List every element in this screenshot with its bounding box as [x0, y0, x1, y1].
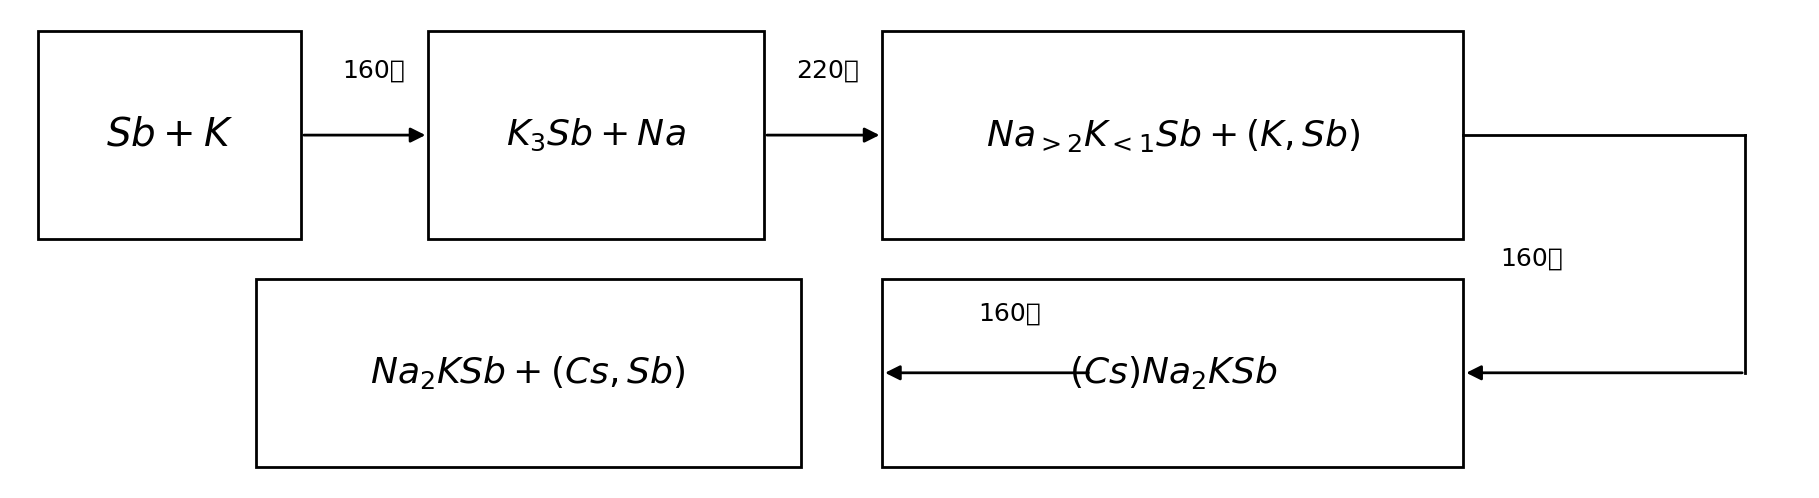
Text: $K_3Sb+Na$: $K_3Sb+Na$ — [506, 117, 686, 153]
Text: 160度: 160度 — [342, 59, 406, 83]
Text: 160度: 160度 — [1501, 247, 1563, 271]
Bar — [256, 279, 800, 467]
Bar — [882, 279, 1464, 467]
Bar — [882, 31, 1464, 239]
Text: $Na_2KSb+(Cs,Sb)$: $Na_2KSb+(Cs,Sb)$ — [371, 354, 686, 391]
Text: 220度: 220度 — [797, 59, 859, 83]
Text: $Na_{>2}K_{<1}Sb+(K,Sb)$: $Na_{>2}K_{<1}Sb+(K,Sb)$ — [986, 117, 1361, 153]
Text: $Sb+K$: $Sb+K$ — [106, 117, 233, 153]
Bar — [38, 31, 302, 239]
Text: $(Cs)Na_2KSb$: $(Cs)Na_2KSb$ — [1070, 354, 1277, 391]
Bar — [427, 31, 764, 239]
Text: 160度: 160度 — [979, 301, 1040, 325]
